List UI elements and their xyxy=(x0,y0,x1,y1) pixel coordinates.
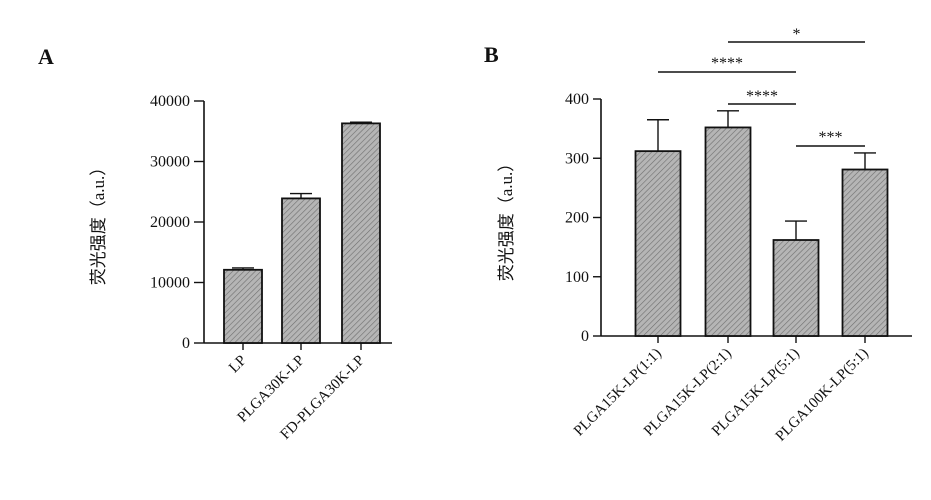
panel-b: B 荧光强度（a.u.） 0 100 200 300 400 PLGA15K-LP(1:… xyxy=(484,26,912,445)
significance-label: **** xyxy=(746,88,778,105)
significance-label: **** xyxy=(711,55,743,72)
a-y-tick-label: 40000 xyxy=(150,93,190,110)
significance-label: * xyxy=(793,26,801,43)
b-bar xyxy=(636,151,681,336)
a-category-label: LP xyxy=(226,353,250,377)
panel-b-label: B xyxy=(484,42,499,67)
significance-label: *** xyxy=(819,129,843,146)
b-y-tick-label: 300 xyxy=(565,150,589,167)
a-y-tick-label: 0 xyxy=(182,335,190,352)
panel-b-y-axis-label: 荧光强度（a.u.） xyxy=(497,155,516,282)
b-bar xyxy=(843,170,888,336)
b-bar xyxy=(774,240,819,336)
b-bar xyxy=(706,127,751,336)
b-y-tick-label: 200 xyxy=(565,210,589,227)
panel-a-category-labels: LPPLGA30K-LPFD-PLGA30K-LP xyxy=(226,353,368,443)
b-y-tick-label: 400 xyxy=(565,91,589,108)
a-y-tick-label: 20000 xyxy=(150,214,190,231)
panel-b-category-labels: PLGA15K-LP(1:1)PLGA15K-LP(2:1)PLGA15K-LP… xyxy=(571,346,872,445)
a-y-tick-label: 30000 xyxy=(150,154,190,171)
a-y-tick-label: 10000 xyxy=(150,275,190,292)
b-y-tick-label: 100 xyxy=(565,269,589,286)
a-bar xyxy=(224,270,262,343)
a-bar xyxy=(282,198,320,343)
a-bar xyxy=(342,123,380,343)
panel-a: A 荧光强度（a.u.） 0 10000 20000 30000 40000 LPPLG… xyxy=(38,44,392,443)
panel-a-label: A xyxy=(38,44,54,69)
panel-b-significance: ************ xyxy=(658,26,865,146)
b-y-tick-label: 0 xyxy=(581,328,589,345)
panel-a-y-axis-label: 荧光强度（a.u.） xyxy=(89,159,108,286)
panel-a-bars xyxy=(224,122,380,350)
